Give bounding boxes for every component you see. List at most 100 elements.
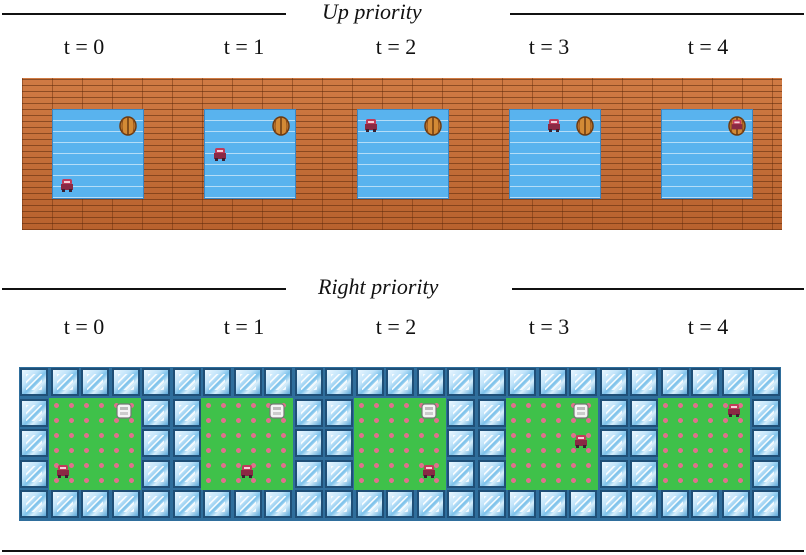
ice-tile [20, 398, 48, 427]
ice-tile [630, 429, 658, 457]
ice-tile [752, 490, 780, 518]
ice-tile [691, 368, 719, 396]
ice-tile [294, 459, 323, 488]
timestep-label: t = 3 [528, 34, 570, 59]
timestep-label: t = 0 [63, 314, 105, 339]
timestep-label: t = 2 [375, 314, 417, 339]
ice-tile [447, 490, 475, 518]
ice-tile [233, 368, 262, 396]
ice-tile [81, 368, 109, 396]
white-box-icon [269, 403, 285, 419]
ice-tile [416, 490, 445, 518]
ice-tile [752, 368, 780, 396]
barrel-icon [576, 116, 594, 136]
ice-tile [569, 368, 597, 396]
timestep-label: t = 4 [687, 34, 729, 59]
agent-sprite-icon [548, 119, 560, 132]
white-box-icon [421, 403, 437, 419]
ice-tile [142, 398, 170, 427]
timestep-label: t = 1 [223, 314, 265, 339]
ice-tile [203, 490, 231, 518]
ice-tile [325, 459, 353, 488]
ice-tile [721, 490, 750, 518]
ice-tile [294, 429, 323, 457]
section-title-up: Up priority [322, 0, 422, 24]
water-pool [661, 109, 753, 199]
agent-sprite-icon [241, 465, 253, 478]
ice-strip [19, 367, 781, 521]
timestep-label: t = 4 [687, 314, 729, 339]
ice-tile [447, 459, 475, 488]
agent-sprite-icon [61, 179, 73, 192]
ice-tile [447, 398, 475, 427]
ice-tile [20, 368, 48, 396]
ice-tile [691, 490, 719, 518]
middle-rule-left [2, 288, 286, 290]
ice-tile [477, 490, 506, 518]
ice-tile [264, 490, 292, 518]
ice-tile [142, 429, 170, 457]
ice-tile [325, 490, 353, 518]
ice-tile [660, 368, 689, 396]
ice-tile [355, 368, 384, 396]
barrel-icon [272, 116, 290, 136]
ice-tile [477, 429, 506, 457]
ice-tile [294, 368, 323, 396]
ice-tile [630, 459, 658, 488]
wood-strip [22, 78, 782, 230]
ice-tile [752, 429, 780, 457]
ice-tile [599, 398, 628, 427]
ice-tile [264, 368, 292, 396]
ice-tile [599, 368, 628, 396]
ice-tile [721, 368, 750, 396]
ice-tile [630, 368, 658, 396]
ice-tile [20, 459, 48, 488]
ice-tile [172, 429, 201, 457]
ice-tile [508, 368, 536, 396]
agent-sprite-icon [728, 404, 740, 417]
ice-tile [20, 490, 48, 518]
ice-tile [599, 490, 628, 518]
section-title-right: Right priority [318, 274, 439, 299]
ice-tile [111, 368, 140, 396]
ice-tile [203, 368, 231, 396]
barrel-icon [119, 116, 137, 136]
ice-tile [325, 429, 353, 457]
ice-tile [172, 490, 201, 518]
ice-tile [294, 398, 323, 427]
middle-rule-right [512, 288, 804, 290]
agent-sprite-icon [423, 465, 435, 478]
ice-tile [50, 490, 79, 518]
ice-tile [172, 459, 201, 488]
ice-tile [630, 490, 658, 518]
ice-tile [599, 459, 628, 488]
bottom-rule [2, 550, 804, 552]
ice-tile [477, 368, 506, 396]
white-box-icon [116, 403, 132, 419]
ice-tile [447, 429, 475, 457]
agent-sprite-icon [214, 148, 226, 161]
ice-tile [630, 398, 658, 427]
ice-tile [599, 429, 628, 457]
ice-tile [386, 490, 414, 518]
ice-tile [325, 398, 353, 427]
ice-tile [752, 398, 780, 427]
agent-sprite-icon [57, 465, 69, 478]
ice-tile [20, 429, 48, 457]
agent-sprite-icon [365, 119, 377, 132]
agent-sprite-icon [731, 119, 743, 130]
ice-tile [508, 490, 536, 518]
top-rule-right [510, 13, 804, 15]
barrel-icon [424, 116, 442, 136]
agent-sprite-icon [575, 435, 587, 448]
timestep-label: t = 2 [375, 34, 417, 59]
timestep-label: t = 1 [223, 34, 265, 59]
ice-tile [142, 459, 170, 488]
ice-tile [325, 368, 353, 396]
timestep-label: t = 0 [63, 34, 105, 59]
top-rule-left [2, 13, 286, 15]
ice-tile [538, 490, 567, 518]
white-box-icon [573, 403, 589, 419]
ice-tile [447, 368, 475, 396]
ice-tile [172, 368, 201, 396]
